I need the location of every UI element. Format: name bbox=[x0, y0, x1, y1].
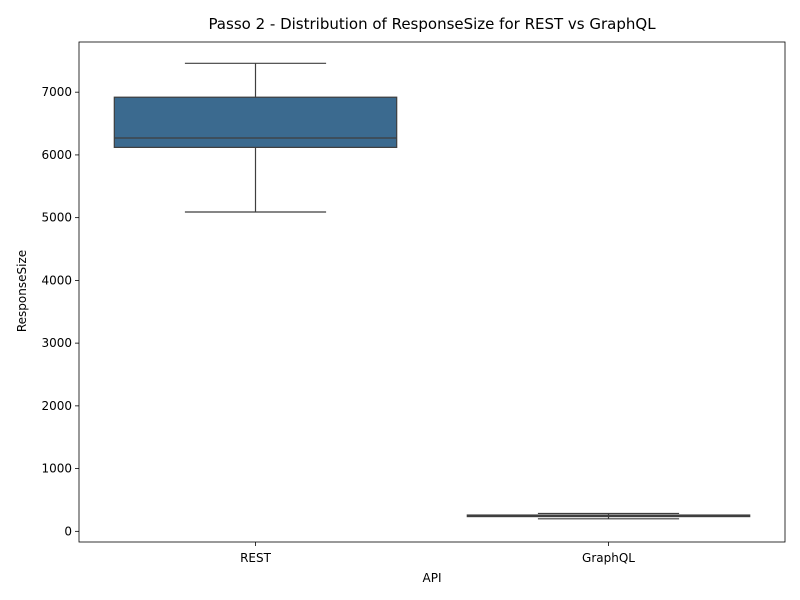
y-tick-label: 4000 bbox=[41, 273, 72, 287]
plot-area: 0 1000 2000 3000 4000 5000 6000 7000 REST GraphQL bbox=[41, 41, 786, 565]
y-tick-label: 6000 bbox=[41, 148, 72, 162]
y-tick-label: 0 bbox=[64, 524, 72, 538]
box-rest bbox=[113, 96, 398, 148]
y-tick-label: 3000 bbox=[41, 336, 72, 350]
y-tick-label: 1000 bbox=[41, 462, 72, 476]
y-tick-label: 7000 bbox=[41, 85, 72, 99]
y-tick-label: 2000 bbox=[41, 399, 72, 413]
plot-frame bbox=[78, 41, 786, 543]
y-tick-label: 5000 bbox=[41, 211, 72, 225]
x-tick-label: REST bbox=[240, 551, 272, 565]
x-axis-label: API bbox=[423, 571, 442, 585]
chart-title: Passo 2 - Distribution of ResponseSize f… bbox=[208, 15, 656, 33]
x-tick-label: GraphQL bbox=[582, 551, 635, 565]
y-axis-label: ResponseSize bbox=[15, 250, 29, 332]
